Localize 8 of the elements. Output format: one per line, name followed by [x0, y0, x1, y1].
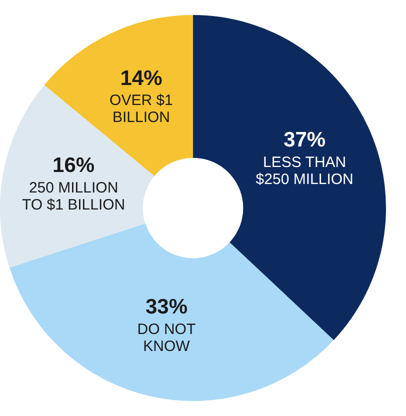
- data-label: 37%: [284, 128, 326, 152]
- slice-label: OVER $1 BILLION: [110, 92, 173, 126]
- slice-label: LESS THAN $250 MILLION: [256, 154, 354, 188]
- data-label: 33%: [145, 295, 188, 318]
- data-label: 14%: [120, 66, 163, 90]
- slice-label: DO NOT KNOW: [137, 320, 196, 355]
- slice-label: 250 MILLION TO $1 BILLION: [22, 179, 126, 214]
- data-label: 16%: [52, 154, 95, 178]
